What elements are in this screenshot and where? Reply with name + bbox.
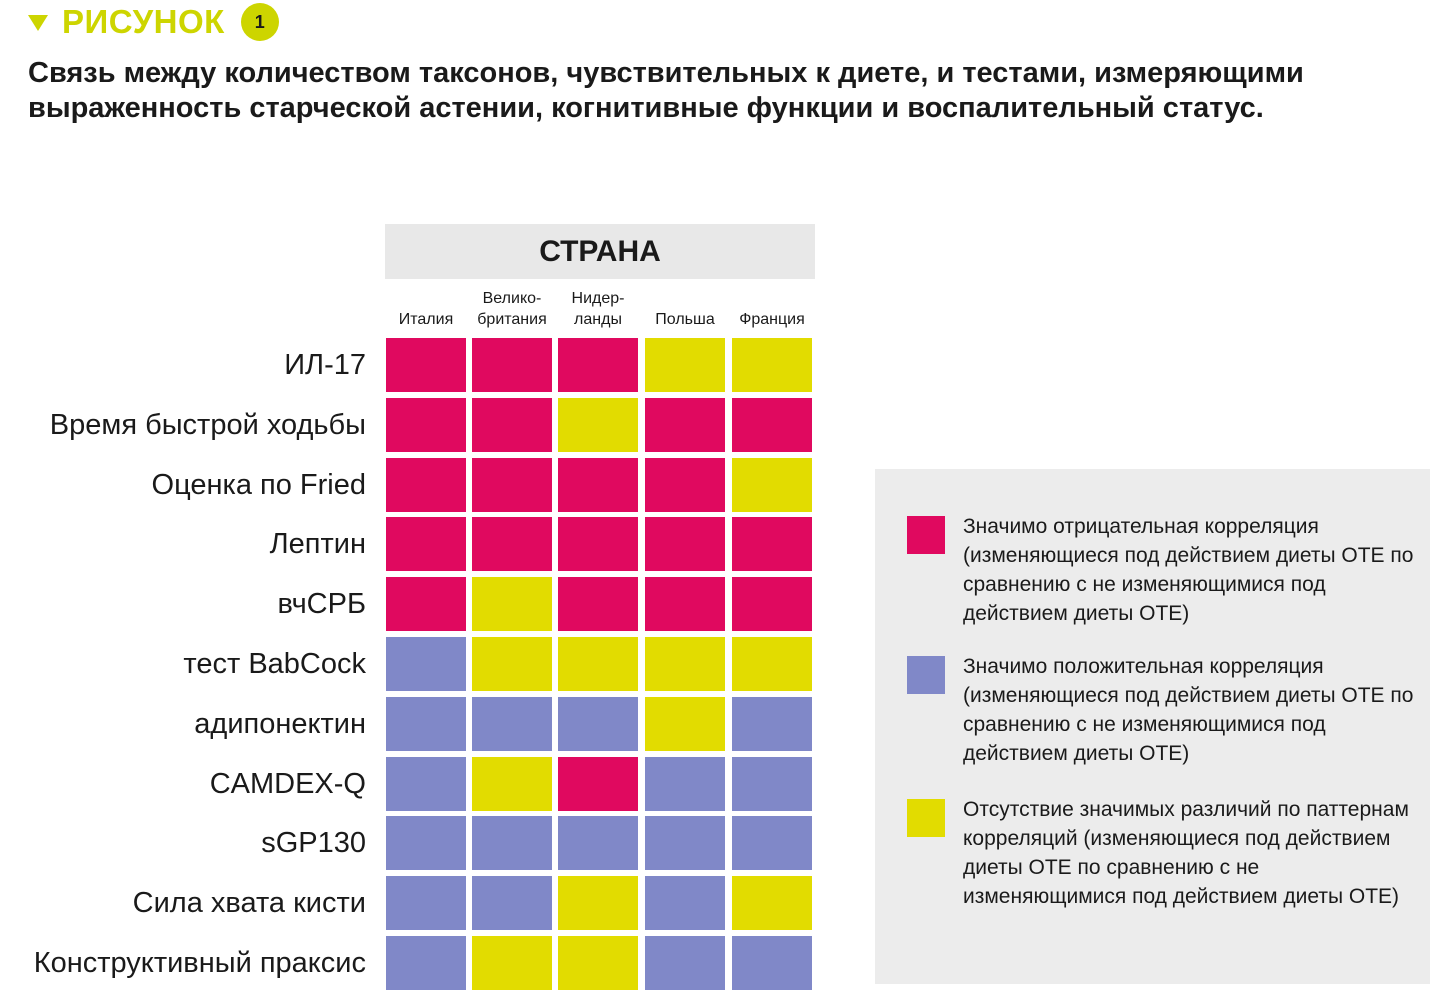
heatmap-cell-negative xyxy=(645,517,725,571)
heatmap-cell-negative xyxy=(472,458,552,512)
row-label: Лептин xyxy=(269,527,366,560)
column-header: Нидер- ланды xyxy=(571,290,625,328)
heatmap-cell-negative xyxy=(558,458,638,512)
heatmap-cell-negative xyxy=(386,398,466,452)
heatmap-cell-positive xyxy=(472,697,552,751)
heatmap-cell-positive xyxy=(732,757,812,811)
heatmap-cell-negative xyxy=(472,517,552,571)
row-label: ИЛ-17 xyxy=(284,348,366,381)
legend-text-negative: Значимо отрицательная корреляция (изменя… xyxy=(963,515,1414,625)
figure-number-badge: 1 xyxy=(240,3,279,41)
legend-item-negative: Значимо отрицательная корреляция (изменя… xyxy=(907,515,1428,628)
legend-item-none: Отсутствие значимых различий по паттерна… xyxy=(907,798,1428,911)
heatmap-cell-positive xyxy=(386,816,466,870)
heatmap-cell-negative xyxy=(645,398,725,452)
heatmap-cell-positive xyxy=(386,936,466,990)
heatmap-cell-positive xyxy=(732,936,812,990)
figure-title: Связь между количеством таксонов, чувств… xyxy=(28,57,1304,124)
heatmap-cell-none xyxy=(472,757,552,811)
heatmap-cell-positive xyxy=(732,697,812,751)
heatmap-cell-negative xyxy=(386,338,466,392)
legend-item-positive: Значимо положительная корреляция (изменя… xyxy=(907,655,1428,768)
triangle-down-icon xyxy=(28,15,48,31)
heatmap-cell-negative xyxy=(386,577,466,631)
heatmap-cell-positive xyxy=(386,876,466,930)
heatmap-cell-negative xyxy=(472,398,552,452)
column-header: Польша xyxy=(655,311,715,328)
legend-text-none: Отсутствие значимых различий по паттерна… xyxy=(963,798,1409,908)
heatmap-cell-positive xyxy=(645,816,725,870)
column-header: Италия xyxy=(398,311,454,328)
row-label: Сила хвата кисти xyxy=(132,886,366,919)
heatmap-cell-negative xyxy=(386,517,466,571)
heatmap-cell-negative xyxy=(732,577,812,631)
row-label: вчСРБ xyxy=(277,587,366,620)
heatmap-cell-none xyxy=(645,697,725,751)
heatmap-cell-negative xyxy=(472,338,552,392)
column-header: Франция xyxy=(739,311,805,328)
legend: Значимо отрицательная корреляция (изменя… xyxy=(875,469,1430,984)
column-group-title: СТРАНА xyxy=(385,224,815,279)
figure-label: РИСУНОК xyxy=(62,3,225,40)
heatmap-cell-positive xyxy=(558,697,638,751)
heatmap-cell-negative xyxy=(645,577,725,631)
heatmap-cell-negative xyxy=(645,458,725,512)
heatmap-cell-positive xyxy=(645,757,725,811)
row-label: тест BabCock xyxy=(183,647,366,680)
heatmap-cell-positive xyxy=(732,816,812,870)
heatmap-cell-negative xyxy=(558,757,638,811)
legend-swatch-positive xyxy=(907,656,945,694)
heatmap-cell-negative xyxy=(558,577,638,631)
legend-text-positive: Значимо положительная корреляция (изменя… xyxy=(963,655,1414,765)
row-label: Время быстрой ходьбы xyxy=(49,408,366,441)
column-header: Велико- британия xyxy=(477,290,547,328)
heatmap-cell-none xyxy=(558,876,638,930)
row-label: адипонектин xyxy=(194,707,366,740)
heatmap-cell-positive xyxy=(472,816,552,870)
heatmap-cell-none xyxy=(472,936,552,990)
heatmap-cell-none xyxy=(558,398,638,452)
row-label: sGP130 xyxy=(261,826,366,859)
figure-header: РИСУНОК 1 xyxy=(28,3,279,41)
heatmap-cell-none xyxy=(645,637,725,691)
heatmap-cell-positive xyxy=(472,876,552,930)
heatmap-cell-positive xyxy=(386,697,466,751)
heatmap-cell-none xyxy=(732,637,812,691)
heatmap-cell-positive xyxy=(386,757,466,811)
legend-swatch-none xyxy=(907,799,945,837)
heatmap-cell-positive xyxy=(645,876,725,930)
heatmap-cell-positive xyxy=(386,637,466,691)
heatmap-cell-none xyxy=(645,338,725,392)
row-label: Оценка по Fried xyxy=(151,468,366,501)
legend-swatch-negative xyxy=(907,516,945,554)
heatmap-cell-none xyxy=(472,637,552,691)
heatmap-cell-negative xyxy=(732,517,812,571)
heatmap-cell-positive xyxy=(558,816,638,870)
row-label: Конструктивный праксис xyxy=(33,946,366,979)
heatmap-cell-none xyxy=(732,458,812,512)
heatmap-cell-negative xyxy=(732,398,812,452)
heatmap-cell-negative xyxy=(558,338,638,392)
heatmap-cell-positive xyxy=(645,936,725,990)
heatmap-cell-negative xyxy=(558,517,638,571)
heatmap-cell-negative xyxy=(386,458,466,512)
heatmap-cell-none xyxy=(558,637,638,691)
heatmap-cell-none xyxy=(732,876,812,930)
heatmap-cell-none xyxy=(732,338,812,392)
heatmap-cell-none xyxy=(472,577,552,631)
row-label: CAMDEX-Q xyxy=(209,767,366,800)
heatmap-cell-none xyxy=(558,936,638,990)
